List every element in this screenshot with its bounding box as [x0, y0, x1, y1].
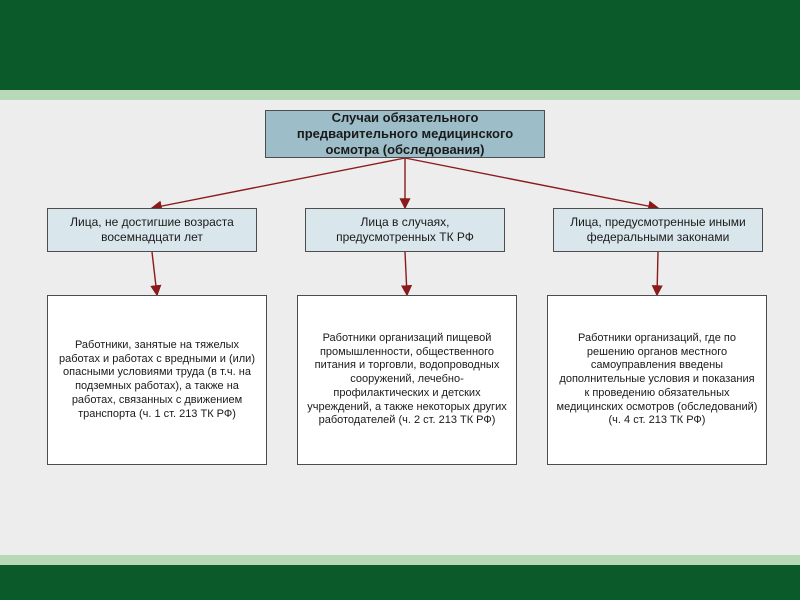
mid-text-1: Лица, не достигшие возраста восемнадцати…	[56, 215, 248, 245]
leaf-text-2: Работники организаций пищевой промышленн…	[306, 332, 508, 428]
mid-box-1: Лица, не достигшие возраста восемнадцати…	[47, 208, 257, 252]
edge	[405, 158, 658, 208]
mid-box-2: Лица в случаях, предусмотренных ТК РФ	[305, 208, 505, 252]
slide-canvas: Случаи обязательного предварительного ме…	[0, 0, 800, 600]
leaf-box-3: Работники организаций, где по решению ор…	[547, 295, 767, 465]
leaf-box-2: Работники организаций пищевой промышленн…	[297, 295, 517, 465]
root-text: Случаи обязательного предварительного ме…	[274, 110, 536, 159]
edge	[405, 252, 407, 295]
edge	[152, 252, 157, 295]
edge	[657, 252, 658, 295]
leaf-text-1: Работники, занятые на тяжелых работах и …	[56, 339, 258, 422]
flowchart: Случаи обязательного предварительного ме…	[0, 0, 800, 600]
leaf-text-3: Работники организаций, где по решению ор…	[556, 332, 758, 428]
root-box: Случаи обязательного предварительного ме…	[265, 110, 545, 158]
mid-text-2: Лица в случаях, предусмотренных ТК РФ	[314, 215, 496, 245]
mid-text-3: Лица, предусмотренные иными федеральными…	[562, 215, 754, 245]
mid-box-3: Лица, предусмотренные иными федеральными…	[553, 208, 763, 252]
edge	[152, 158, 405, 208]
leaf-box-1: Работники, занятые на тяжелых работах и …	[47, 295, 267, 465]
